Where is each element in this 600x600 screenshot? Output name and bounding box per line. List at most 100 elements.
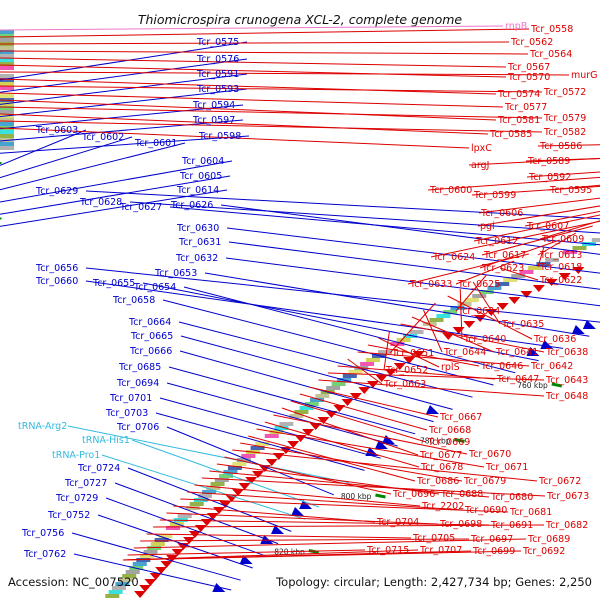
- left-gene-label: Tcr_0729: [55, 493, 98, 504]
- left-label-connector: [85, 280, 564, 349]
- left-gene-label: Tcr_0665: [130, 331, 173, 342]
- topology-text: Topology: circular; Length: 2,427,734 bp…: [275, 575, 592, 589]
- right-gene-label: Tcr_0574: [497, 89, 540, 100]
- right-label-connector: [0, 25, 504, 31]
- right-label-connector: [478, 197, 600, 214]
- left-label-connector: [73, 553, 232, 591]
- right-gene-label: Tcr_0589: [527, 156, 570, 167]
- right-label-connector: [337, 365, 496, 380]
- cog-block: [0, 134, 14, 138]
- cog-block: [0, 86, 14, 90]
- reverse-gene: [251, 471, 264, 478]
- cog-block: [0, 46, 14, 50]
- right-label-connector: [389, 302, 436, 354]
- left-gene-labels: Tcr_0575 Tcr_0576 Tcr_0591 Tcr_0593 Tcr_0594…: [18, 37, 241, 560]
- left-gene-label: Tcr_0685: [118, 362, 161, 373]
- cog-block: [0, 90, 14, 94]
- right-gene-label: Tcr_0641: [495, 347, 538, 358]
- right-gene-label: Tcr_0682: [545, 520, 588, 531]
- left-gene-label: Tcr_0658: [112, 295, 155, 306]
- left-label-connector: [0, 135, 250, 154]
- reverse-gene: [463, 321, 476, 328]
- right-label-connector: [0, 78, 497, 95]
- right-label-connector: [140, 538, 470, 542]
- cog-block: [284, 418, 299, 422]
- cog-block: [464, 298, 479, 302]
- cog-block: [536, 262, 551, 266]
- cog-block: [503, 278, 518, 282]
- left-gene-label: Tcr_0627: [119, 202, 162, 213]
- left-label-connector: [0, 88, 248, 118]
- left-label-connector: [168, 366, 416, 435]
- reverse-gene: [155, 567, 168, 574]
- cog-block: [495, 282, 510, 286]
- cog-block: [0, 78, 14, 82]
- left-gene-label: Tcr_0694: [116, 378, 159, 389]
- left-gene-label: Tcr_0664: [128, 317, 171, 328]
- right-gene-label: Tcr_0691: [490, 520, 533, 531]
- right-label-connector: [224, 456, 392, 495]
- right-gene-label: Tcr_0618: [539, 262, 582, 273]
- left-gene-label: Tcr_0762: [23, 549, 66, 560]
- right-gene-label: pgi: [480, 221, 495, 232]
- right-gene-label: Tcr_0680: [490, 492, 533, 503]
- left-gene-label: Tcr_0655: [92, 278, 135, 289]
- right-gene-label: Tcr_0663: [383, 379, 426, 390]
- cog-block: [378, 350, 393, 354]
- cog-block: [390, 342, 405, 346]
- reverse-gene: [333, 405, 346, 412]
- right-gene-label: Tcr_0681: [509, 507, 552, 518]
- left-gene-label: Tcr_0654: [133, 282, 176, 293]
- tick-mark: [551, 382, 563, 388]
- reverse-gene: [545, 279, 558, 286]
- left-label-connector: [129, 201, 600, 234]
- right-label-connector: [0, 127, 470, 149]
- right-label-connector: [423, 309, 443, 353]
- cog-block: [0, 30, 14, 34]
- right-label-connector: [0, 120, 543, 133]
- cog-block: [255, 442, 270, 446]
- right-gene-label: Tcr_0564: [529, 49, 572, 60]
- reverse-gene: [160, 561, 173, 568]
- right-label-connector: [166, 512, 439, 525]
- left-label-connector: [131, 439, 320, 508]
- left-label-connector: [166, 382, 398, 447]
- right-gene-label: Tcr_0647: [496, 374, 539, 385]
- cog-block: [197, 494, 212, 498]
- left-label-connector: [0, 73, 248, 105]
- right-gene-label: Tcr_0688: [440, 489, 483, 500]
- left-gene-label: Tcr_0632: [175, 253, 218, 264]
- reverse-gene: [232, 489, 245, 496]
- left-label-connector: [0, 136, 133, 179]
- right-label-connector: [0, 92, 504, 108]
- right-gene-label: Tcr_0643: [545, 375, 588, 386]
- cog-block: [189, 502, 204, 506]
- left-label-connector: [226, 227, 600, 274]
- cog-block: [511, 274, 526, 278]
- reverse-gene: [139, 585, 152, 592]
- left-label-connector: [0, 119, 244, 142]
- right-label-connector: [194, 484, 421, 507]
- cog-block: [396, 338, 411, 342]
- right-gene-label: Tcr_0697: [470, 534, 513, 545]
- cog-block: [250, 446, 265, 450]
- reverse-gene: [403, 357, 416, 364]
- left-label-connector: [0, 175, 231, 215]
- left-gene-label: Tcr_0626: [170, 200, 213, 211]
- cog-block: [264, 434, 279, 438]
- forward-gene: [374, 440, 388, 449]
- right-gene-label: Tcr_0558: [530, 24, 573, 35]
- right-label-connector: [383, 330, 390, 371]
- right-label-connector: [537, 232, 577, 256]
- right-label-connector: [430, 220, 600, 258]
- right-label-connector: [0, 71, 570, 76]
- cog-block: [111, 586, 126, 590]
- cog-block: [223, 470, 238, 474]
- cog-block: [519, 270, 534, 274]
- left-gene-label: Tcr_0660: [35, 276, 78, 287]
- cog-block: [143, 550, 158, 554]
- reverse-gene: [219, 501, 232, 508]
- reverse-gene: [200, 519, 213, 526]
- left-gene-label: Tcr_0598: [198, 131, 241, 142]
- tick-label: 760 kbp: [517, 381, 548, 390]
